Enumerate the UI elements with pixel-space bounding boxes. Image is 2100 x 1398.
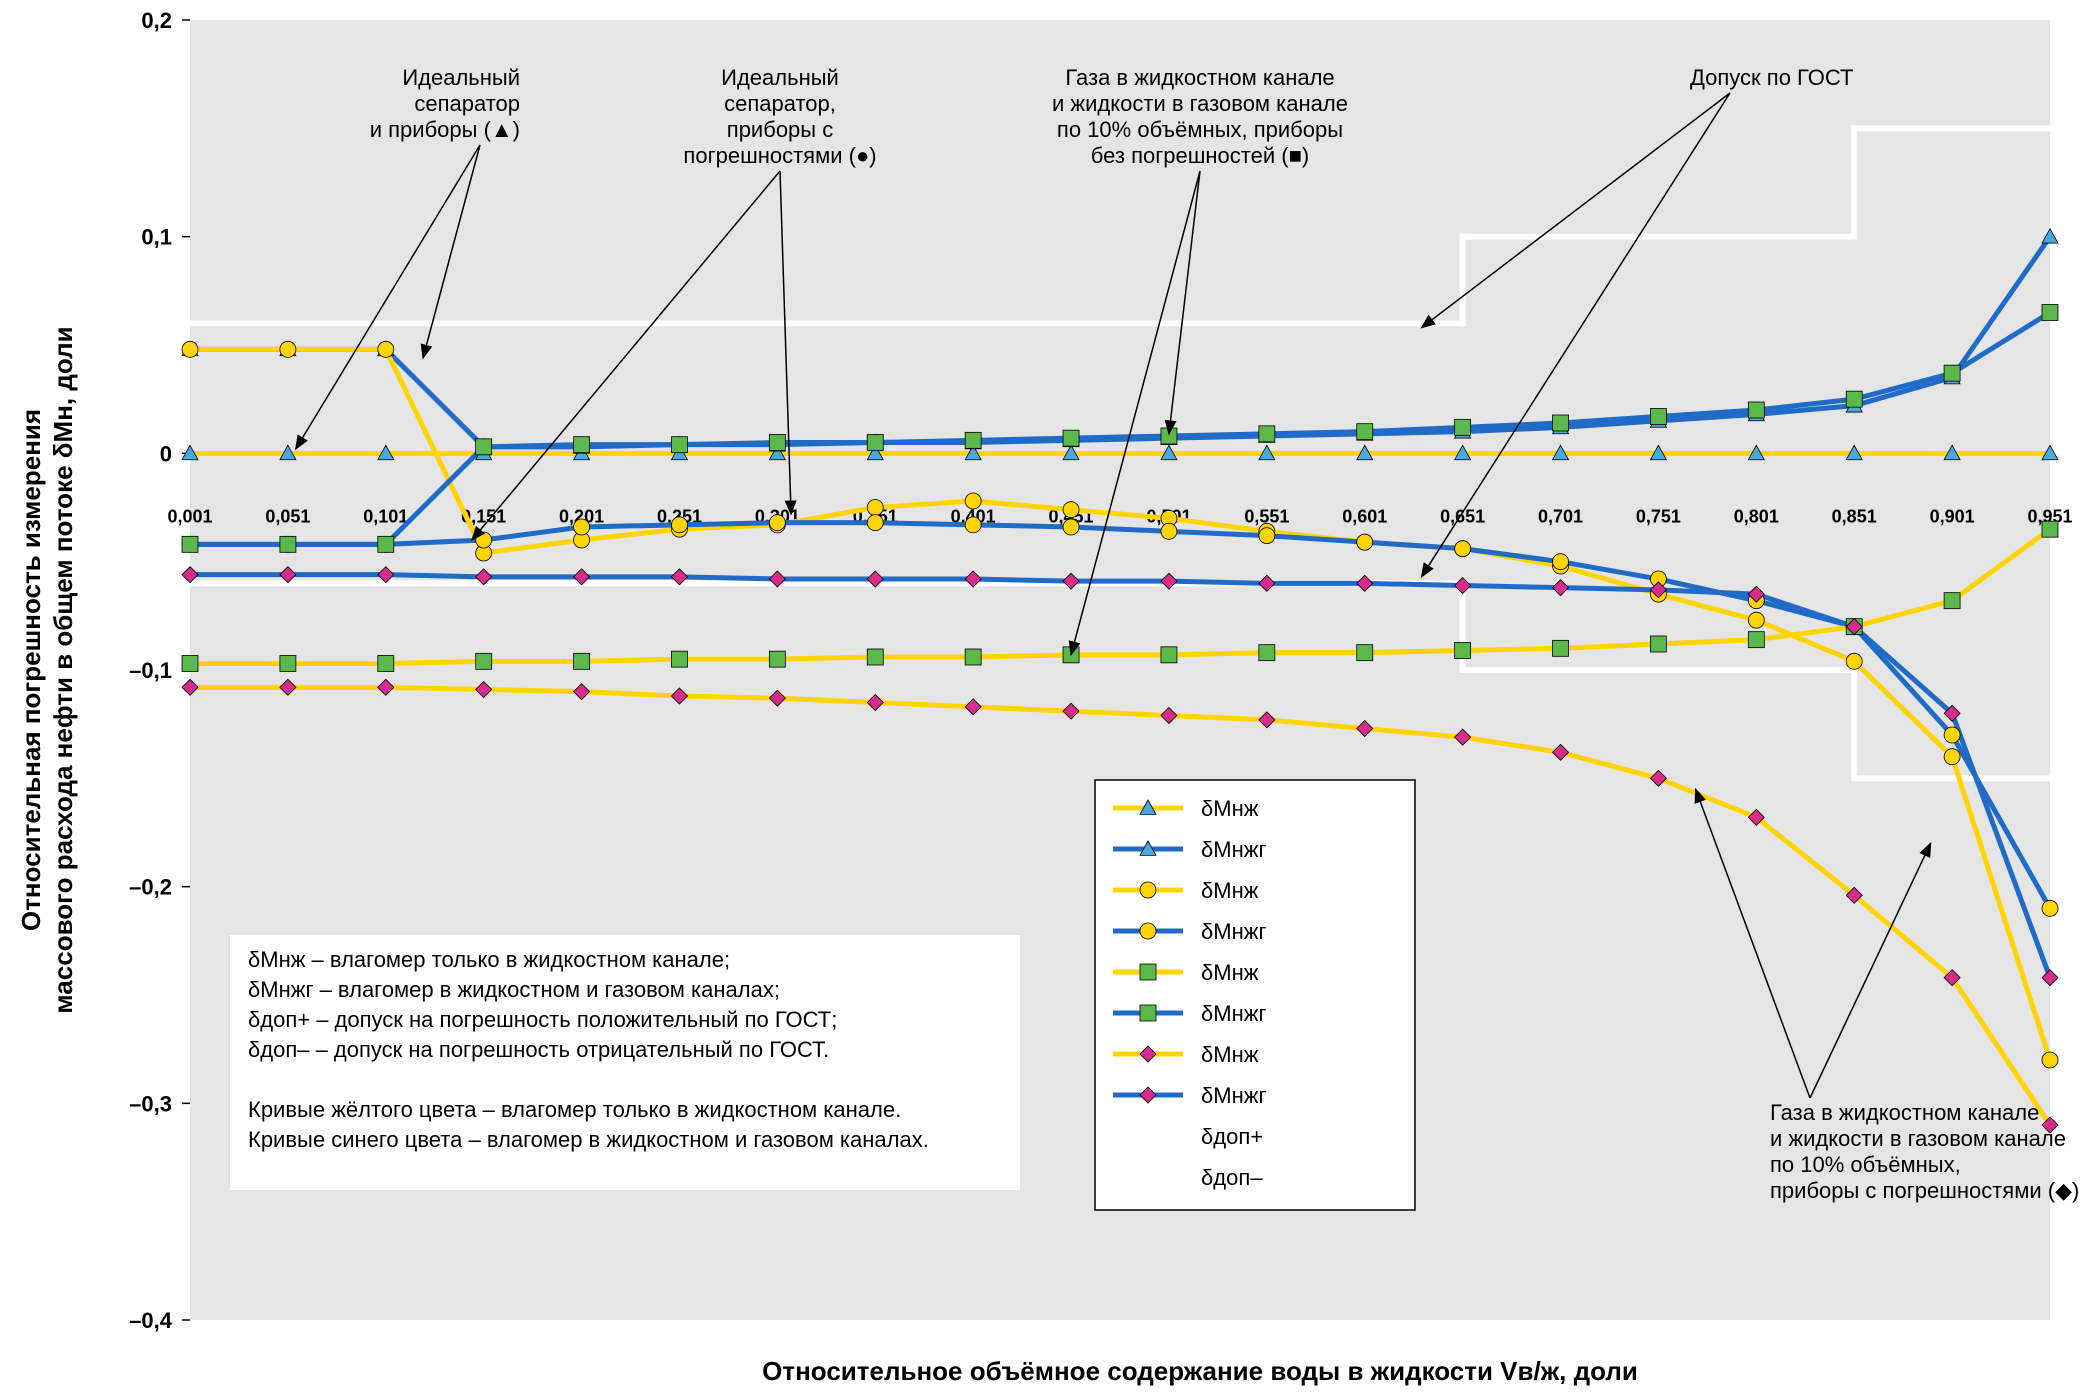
series-marker-s6 <box>1650 409 1666 425</box>
legend-swatch-marker <box>1140 923 1156 939</box>
series-marker-s5 <box>182 656 198 672</box>
x-tick-label: 0,751 <box>1636 507 1681 527</box>
legend-label: δMнж <box>1201 796 1259 821</box>
series-marker-s3 <box>965 493 981 509</box>
y-axis-label: Относительная погрешность измерениямассо… <box>16 326 78 1013</box>
series-marker-s6 <box>378 536 394 552</box>
series-marker-s3 <box>280 341 296 357</box>
series-marker-s6 <box>1063 430 1079 446</box>
x-tick-label: 0,101 <box>363 507 408 527</box>
legend-label: δMнжг <box>1201 919 1266 944</box>
legend-label: δMнжг <box>1201 1083 1266 1108</box>
series-marker-s6 <box>1748 402 1764 418</box>
series-marker-s4 <box>1357 534 1373 550</box>
series-marker-s5 <box>280 656 296 672</box>
series-marker-s5 <box>1944 593 1960 609</box>
series-marker-s5 <box>2042 521 2058 537</box>
x-tick-label: 0,701 <box>1538 507 1583 527</box>
series-marker-s4 <box>769 515 785 531</box>
y-tick-label: 0,2 <box>141 8 172 33</box>
x-tick-label: 0,801 <box>1734 507 1779 527</box>
x-tick-label: 0,001 <box>167 507 212 527</box>
series-marker-s6 <box>2042 305 2058 321</box>
series-marker-s6 <box>1259 426 1275 442</box>
series-marker-s6 <box>769 435 785 451</box>
y-tick-label: –0,4 <box>129 1308 173 1333</box>
y-tick-label: –0,3 <box>129 1091 172 1116</box>
y-tick-label: –0,2 <box>129 875 172 900</box>
series-marker-s3 <box>1846 653 1862 669</box>
series-marker-s4 <box>1259 528 1275 544</box>
series-marker-s5 <box>965 649 981 665</box>
series-marker-s6 <box>574 437 590 453</box>
series-marker-s6 <box>1944 365 1960 381</box>
series-marker-s5 <box>867 649 883 665</box>
x-tick-label: 0,851 <box>1832 507 1877 527</box>
series-marker-s5 <box>1259 645 1275 661</box>
series-marker-s4 <box>1553 554 1569 570</box>
series-marker-s4 <box>1455 541 1471 557</box>
series-marker-s4 <box>867 515 883 531</box>
annotation-a4: Допуск по ГОСТ <box>1690 65 1853 90</box>
series-marker-s6 <box>867 435 883 451</box>
series-marker-s6 <box>1357 424 1373 440</box>
series-marker-s4 <box>1944 727 1960 743</box>
series-marker-s5 <box>1553 640 1569 656</box>
series-marker-s5 <box>574 653 590 669</box>
series-marker-s4 <box>1161 523 1177 539</box>
series-marker-s5 <box>671 651 687 667</box>
series-marker-s3 <box>182 341 198 357</box>
legend-label: δMнж <box>1201 960 1259 985</box>
series-marker-s5 <box>1357 645 1373 661</box>
series-marker-s6 <box>671 437 687 453</box>
series-marker-s5 <box>1161 647 1177 663</box>
series-marker-s6 <box>476 439 492 455</box>
series-marker-s4 <box>2042 900 2058 916</box>
annotation-a3: Газа в жидкостном каналеи жидкости в газ… <box>1052 65 1348 168</box>
series-marker-s5 <box>769 651 785 667</box>
series-marker-s5 <box>1748 632 1764 648</box>
legend-label: δMнж <box>1201 1042 1259 1067</box>
legend-label: δMнж <box>1201 878 1259 903</box>
series-marker-s6 <box>280 536 296 552</box>
y-tick-label: 0,1 <box>141 225 172 250</box>
series-marker-s3 <box>2042 1052 2058 1068</box>
series-marker-s5 <box>1455 643 1471 659</box>
series-marker-s4 <box>574 519 590 535</box>
series-marker-s4 <box>965 517 981 533</box>
series-marker-s6 <box>182 536 198 552</box>
chart-svg: –0,4 –0,3 –0,2 –0,1 0 0,1 0,2 0,001 0,051 0,101 0,… <box>0 0 2100 1398</box>
x-axis-label: Относительное объёмное содержание воды в… <box>762 1356 1638 1386</box>
series-marker-s3 <box>1063 502 1079 518</box>
series-marker-s4 <box>1063 519 1079 535</box>
legend-label: δMнжг <box>1201 837 1266 862</box>
series-marker-s6 <box>1455 419 1471 435</box>
series-marker-s5 <box>1650 636 1666 652</box>
x-tick-label: 0,601 <box>1342 507 1387 527</box>
y-tick-label: 0 <box>160 441 172 466</box>
y-tick-label: –0,1 <box>129 658 172 683</box>
series-marker-s6 <box>1553 415 1569 431</box>
series-marker-s5 <box>378 656 394 672</box>
legend-label: δMнжг <box>1201 1001 1266 1026</box>
legend-swatch-marker <box>1140 1005 1156 1021</box>
x-tick-label: 0,651 <box>1440 507 1485 527</box>
series-marker-s5 <box>476 653 492 669</box>
legend-label: δдоп+ <box>1201 1124 1263 1149</box>
legend-swatch-marker <box>1140 882 1156 898</box>
legend-swatch-marker <box>1140 964 1156 980</box>
legend-label: δдоп– <box>1201 1165 1263 1190</box>
series-marker-s3 <box>867 500 883 516</box>
x-tick-label: 0,051 <box>265 507 310 527</box>
series-marker-s6 <box>965 432 981 448</box>
series-marker-s4 <box>671 517 687 533</box>
x-tick-label: 0,901 <box>1930 507 1975 527</box>
series-marker-s3 <box>1748 612 1764 628</box>
chart-container: –0,4 –0,3 –0,2 –0,1 0 0,1 0,2 0,001 0,051 0,101 0,… <box>0 0 2100 1398</box>
series-marker-s3 <box>378 341 394 357</box>
series-marker-s6 <box>1846 391 1862 407</box>
series-marker-s4 <box>476 532 492 548</box>
series-marker-s3 <box>1944 749 1960 765</box>
